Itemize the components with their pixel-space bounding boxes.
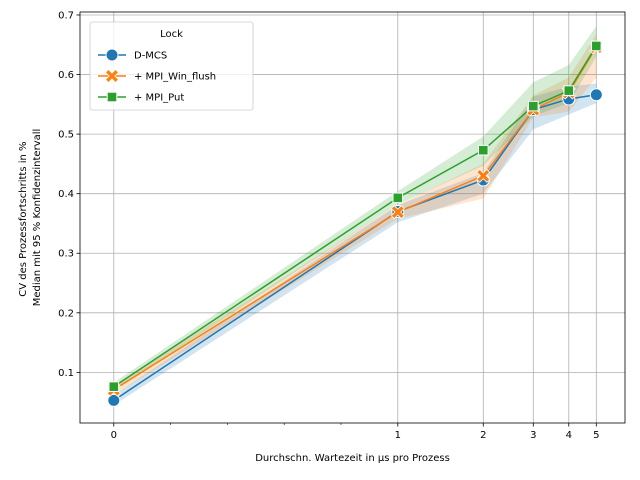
x-axis-label: Durchschn. Wartezeit in µs pro Prozess [255, 453, 450, 464]
legend-marker-d-mcs [105, 48, 119, 62]
point-mpi-put [477, 144, 489, 156]
y-tick-label: 0.4 [58, 189, 74, 200]
y-axis-label-line-1: CV des Prozessfortschritts in % [18, 141, 29, 296]
legend-label-mpi-win-flush: + MPI_Win_flush [134, 72, 216, 83]
legend: Lock D-MCS + MPI_Win_flush + MPI_Put [89, 21, 254, 111]
line-mpi-put [113, 45, 597, 388]
point-mpi-win-flush [476, 168, 491, 183]
y-tick-label: 0.7 [58, 10, 74, 21]
y-axis-label-line-2: Median mit 95 % Konfidenzintervall [32, 129, 43, 307]
x-tick-label: 4 [566, 430, 572, 441]
x-tick-label: 5 [593, 430, 599, 441]
point-d-mcs [107, 393, 121, 407]
legend-title: Lock [160, 29, 183, 40]
legend-box [89, 21, 254, 111]
y-axis-label: CV des Prozessfortschritts in % Median m… [18, 129, 43, 307]
legend-marker-mpi-put [106, 91, 118, 103]
point-mpi-put [528, 100, 539, 112]
x-tick-label: 1 [395, 430, 401, 441]
x-tick-label: 2 [480, 430, 486, 441]
y-tick-label: 0.1 [58, 368, 74, 379]
x-tick-label: 3 [530, 430, 536, 441]
legend-marker-mpi-win-flush [104, 68, 120, 84]
x-tick-label: 0 [111, 430, 117, 441]
y-tick-label: 0.5 [58, 130, 74, 141]
band-d-mcs [113, 83, 597, 406]
line-mpi-win-flush [113, 46, 597, 391]
point-mpi-put [392, 192, 404, 204]
legend-label-mpi-put: + MPI_Put [134, 93, 184, 104]
y-tick-label: 0.6 [58, 70, 74, 81]
point-mpi-put [591, 40, 602, 52]
y-tick-label: 0.2 [58, 308, 74, 319]
point-d-mcs [589, 88, 603, 102]
y-axis-ticks: 0.1 0.2 0.3 0.4 0.5 0.6 0.7 [58, 10, 80, 379]
plot-frame [79, 11, 626, 424]
y-tick-label: 0.3 [58, 249, 74, 260]
x-axis-ticks: 0 1 2 3 4 5 [111, 423, 599, 441]
legend-label-d-mcs: D-MCS [134, 51, 167, 62]
series-markers [106, 40, 604, 407]
point-mpi-put [108, 381, 120, 392]
point-mpi-win-flush [390, 205, 405, 220]
point-mpi-put [563, 85, 575, 96]
